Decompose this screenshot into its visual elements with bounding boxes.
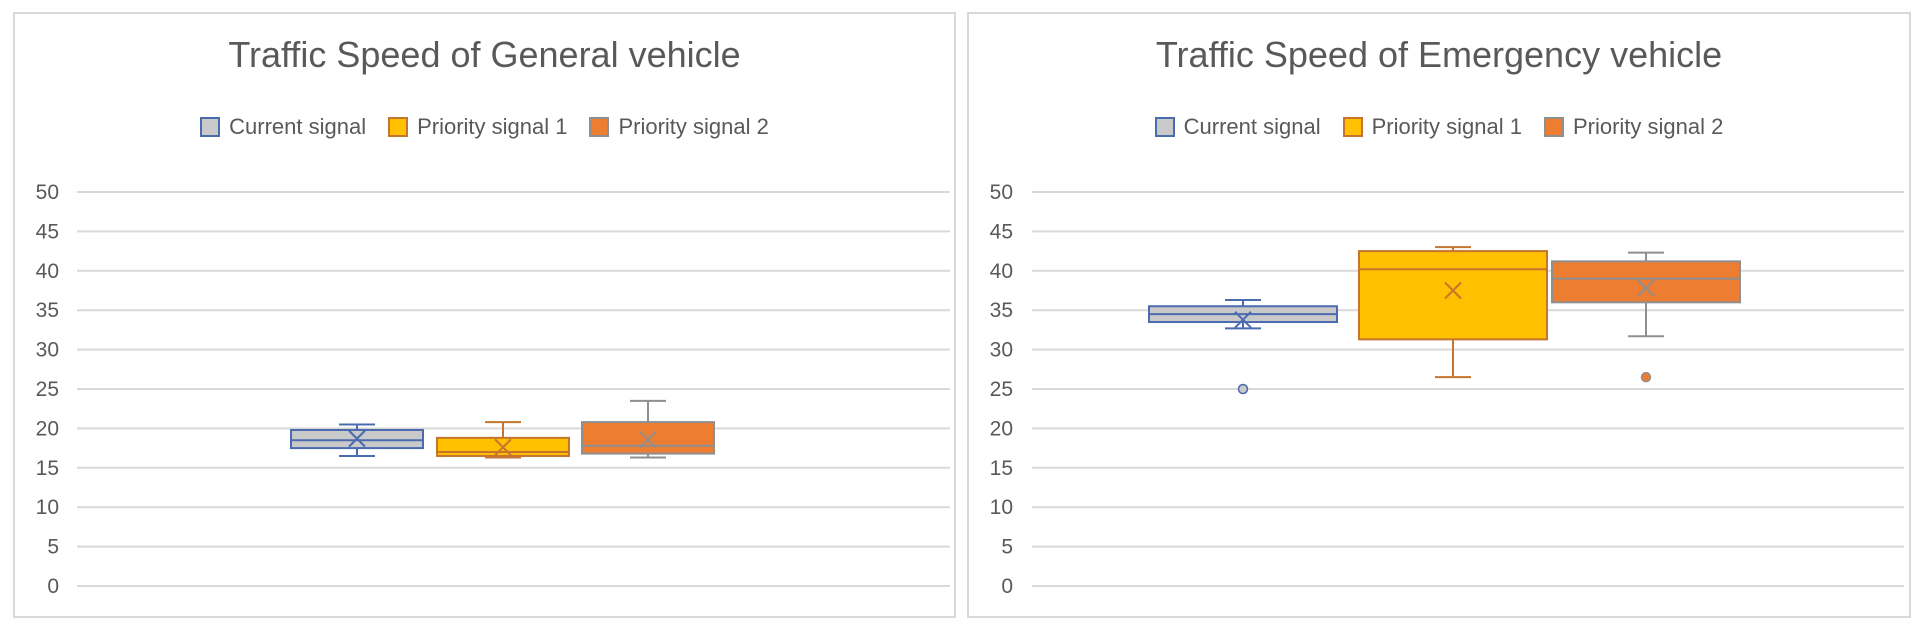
legend-item-priority-signal-2[interactable]: Priority signal 2 xyxy=(589,114,769,140)
y-tick-label: 30 xyxy=(990,339,1013,362)
chart-title: Traffic Speed of General vehicle xyxy=(228,34,741,75)
y-tick-label: 50 xyxy=(990,181,1013,204)
y-tick-label: 5 xyxy=(1001,536,1013,559)
mean-marker xyxy=(348,429,366,448)
y-tick-label: 40 xyxy=(36,260,59,283)
y-tick-label: 10 xyxy=(990,496,1013,519)
legend-swatch-priority-signal-1 xyxy=(1342,117,1363,137)
legend-swatch-priority-signal-1 xyxy=(388,117,409,137)
legend: Current signal Priority signal 1 Priorit… xyxy=(15,114,954,140)
legend-item-current-signal[interactable]: Current signal xyxy=(1154,114,1321,140)
box-iqr xyxy=(1551,260,1741,304)
y-tick-label: 20 xyxy=(990,417,1013,440)
legend-item-current-signal[interactable]: Current signal xyxy=(200,114,366,140)
legend-label: Current signal xyxy=(1183,114,1321,139)
legend-label: Priority signal 1 xyxy=(417,114,568,139)
y-tick-label: 50 xyxy=(36,181,59,204)
mean-marker xyxy=(494,438,512,457)
box-priority-signal-1 xyxy=(436,421,570,459)
legend: Current signal Priority signal 1 Priorit… xyxy=(969,114,1909,140)
legend-item-priority-signal-2[interactable]: Priority signal 2 xyxy=(1543,114,1724,140)
legend-swatch-current-signal xyxy=(200,117,221,137)
y-tick-label: 45 xyxy=(36,220,59,243)
legend-label: Current signal xyxy=(229,114,367,139)
y-tick-label: 25 xyxy=(990,378,1013,401)
y-tick-label: 40 xyxy=(990,260,1013,283)
y-tick-label: 25 xyxy=(36,378,59,401)
legend-label: Priority signal 1 xyxy=(1371,114,1522,139)
chart-panel-emergency: Traffic Speed of Emergency vehicle Curre… xyxy=(967,12,1911,618)
y-tick-label: 20 xyxy=(36,417,59,440)
chart-panel-general: Traffic Speed of General vehicle Current… xyxy=(13,12,956,618)
box-priority-signal-2 xyxy=(581,399,715,459)
y-tick-label: 10 xyxy=(36,496,59,519)
box-priority-signal-2 xyxy=(1551,251,1741,383)
y-tick-label: 15 xyxy=(36,457,59,480)
y-tick-label: 45 xyxy=(990,220,1013,243)
box-plot-area: 0 5 10 15 20 25 30 35 40 45 50 xyxy=(36,181,950,598)
legend-swatch-priority-signal-2 xyxy=(589,117,610,137)
legend-item-priority-signal-1[interactable]: Priority signal 1 xyxy=(1342,114,1522,140)
legend-label: Priority signal 2 xyxy=(618,114,769,139)
legend-item-priority-signal-1[interactable]: Priority signal 1 xyxy=(388,114,567,140)
mean-marker xyxy=(639,430,657,449)
legend-swatch-priority-signal-2 xyxy=(1543,117,1564,137)
mean-marker xyxy=(1444,281,1462,300)
y-tick-label: 35 xyxy=(36,299,59,322)
box-iqr xyxy=(1358,250,1548,341)
box-priority-signal-1 xyxy=(1358,246,1548,379)
y-tick-label: 30 xyxy=(36,339,59,362)
y-tick-label: 35 xyxy=(990,299,1013,322)
outlier-point xyxy=(1640,371,1652,383)
y-tick-label: 0 xyxy=(1001,575,1013,598)
mean-marker xyxy=(1637,279,1655,297)
box-current-signal xyxy=(1148,298,1338,395)
y-tick-label: 15 xyxy=(990,457,1013,480)
y-tick-label: 5 xyxy=(47,536,59,559)
legend-label: Priority signal 2 xyxy=(1572,114,1724,139)
box-current-signal xyxy=(290,423,424,457)
legend-swatch-current-signal xyxy=(1154,117,1175,137)
box-plot-area: 0 5 10 15 20 25 30 35 40 45 50 xyxy=(990,181,1904,598)
box-iqr xyxy=(581,421,715,455)
y-tick-label: 0 xyxy=(47,575,59,598)
mean-marker xyxy=(1234,310,1252,329)
chart-title: Traffic Speed of Emergency vehicle xyxy=(1155,34,1723,75)
outlier-point xyxy=(1237,383,1249,395)
